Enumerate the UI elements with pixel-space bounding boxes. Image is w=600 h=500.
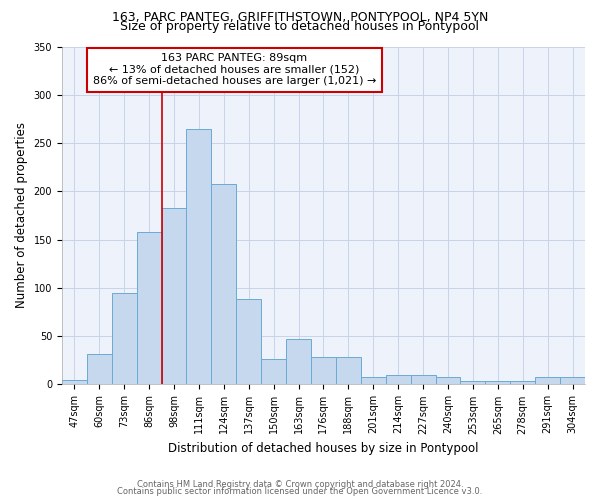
- Text: Size of property relative to detached houses in Pontypool: Size of property relative to detached ho…: [121, 20, 479, 33]
- Text: Contains public sector information licensed under the Open Government Licence v3: Contains public sector information licen…: [118, 487, 482, 496]
- Bar: [187, 128, 211, 384]
- Bar: [485, 380, 510, 384]
- Text: 163, PARC PANTEG, GRIFFITHSTOWN, PONTYPOOL, NP4 5YN: 163, PARC PANTEG, GRIFFITHSTOWN, PONTYPO…: [112, 11, 488, 24]
- Bar: [137, 232, 161, 384]
- Bar: [361, 376, 386, 384]
- Bar: [112, 292, 137, 384]
- Bar: [410, 375, 436, 384]
- Bar: [336, 358, 361, 384]
- Bar: [286, 339, 311, 384]
- Bar: [311, 358, 336, 384]
- Bar: [560, 376, 585, 384]
- Bar: [535, 376, 560, 384]
- Bar: [510, 380, 535, 384]
- Bar: [87, 354, 112, 384]
- Bar: [436, 376, 460, 384]
- Y-axis label: Number of detached properties: Number of detached properties: [15, 122, 28, 308]
- Bar: [386, 375, 410, 384]
- Bar: [62, 380, 87, 384]
- Bar: [261, 360, 286, 384]
- Bar: [236, 300, 261, 384]
- Bar: [211, 184, 236, 384]
- Text: 163 PARC PANTEG: 89sqm
← 13% of detached houses are smaller (152)
86% of semi-de: 163 PARC PANTEG: 89sqm ← 13% of detached…: [93, 54, 376, 86]
- Bar: [161, 208, 187, 384]
- Text: Contains HM Land Registry data © Crown copyright and database right 2024.: Contains HM Land Registry data © Crown c…: [137, 480, 463, 489]
- Bar: [460, 380, 485, 384]
- X-axis label: Distribution of detached houses by size in Pontypool: Distribution of detached houses by size …: [168, 442, 479, 455]
